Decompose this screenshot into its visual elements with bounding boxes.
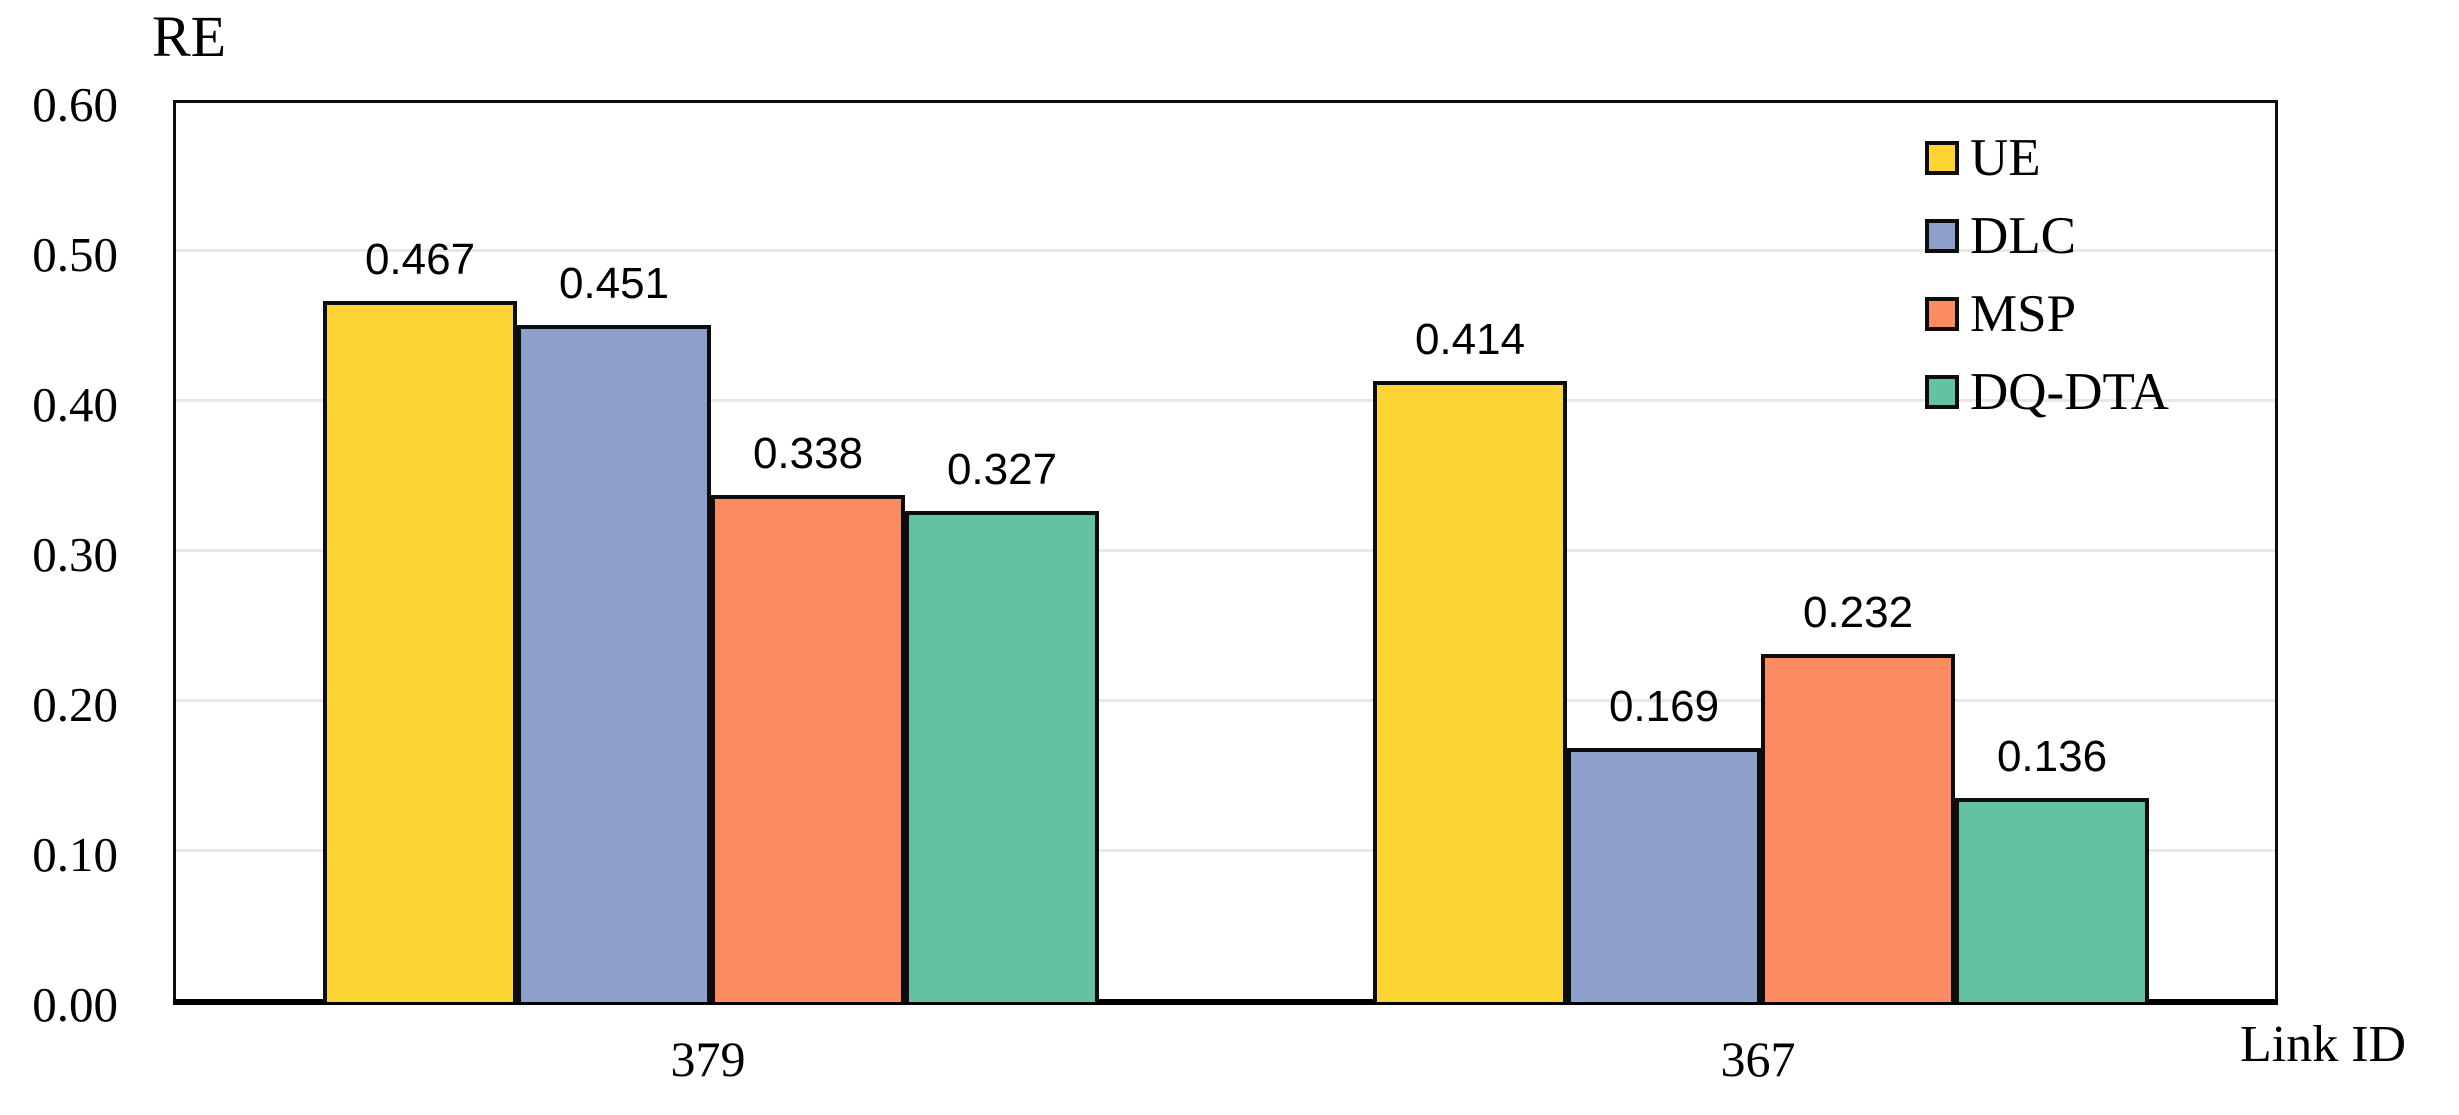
y-tick-label: 0.40	[32, 377, 118, 432]
bar-value-label: 0.136	[1996, 732, 2108, 781]
bar-dq-dta-379	[905, 511, 1099, 1002]
gridline	[176, 249, 2275, 252]
bar-value-label: 0.338	[752, 429, 864, 478]
legend-item-msp: MSP	[1925, 275, 2169, 353]
y-tick-label: 0.30	[32, 527, 118, 582]
legend-label: MSP	[1970, 285, 2077, 343]
legend-swatch-icon	[1925, 141, 1959, 175]
legend-swatch-icon	[1925, 219, 1959, 253]
bar-value-label: 0.467	[364, 235, 476, 284]
y-tick-label: 0.10	[32, 827, 118, 882]
bar-value-label: 0.414	[1414, 315, 1526, 364]
gridline	[176, 399, 2275, 402]
y-tick-label: 0.60	[32, 77, 118, 132]
x-axis-line	[173, 999, 2278, 1005]
y-tick-label: 0.20	[32, 677, 118, 732]
y-axis-tick-labels: 0.00 0.10 0.20 0.30 0.40 0.50 0.60	[0, 0, 118, 1115]
gridline	[176, 699, 2275, 702]
x-tick-label-379: 379	[670, 1031, 746, 1087]
bar-value-label: 0.232	[1802, 588, 1914, 637]
bar-value-label: 0.327	[946, 445, 1058, 494]
y-tick-label: 0.50	[32, 227, 118, 282]
bar-dlc-379	[517, 325, 711, 1002]
bar-msp-379	[711, 495, 905, 1002]
x-tick-label-367: 367	[1720, 1031, 1796, 1087]
y-axis-title: RE	[152, 4, 227, 69]
legend-label: DLC	[1970, 207, 2076, 265]
legend-label: UE	[1970, 129, 2041, 187]
legend-swatch-icon	[1925, 375, 1959, 409]
bar-msp-367	[1761, 654, 1955, 1002]
bar-dq-dta-367	[1955, 798, 2149, 1002]
x-axis-title: Link ID	[2240, 1016, 2407, 1073]
legend-item-dq-dta: DQ-DTA	[1925, 353, 2169, 431]
gridline	[176, 549, 2275, 552]
bar-value-label: 0.451	[558, 259, 670, 308]
bar-dlc-367	[1567, 748, 1761, 1002]
y-tick-label: 0.00	[32, 977, 118, 1032]
legend-label: DQ-DTA	[1970, 363, 2169, 421]
legend: UE DLC MSP DQ-DTA	[1925, 119, 2169, 431]
bar-ue-367	[1373, 381, 1567, 1002]
bar-value-label: 0.169	[1608, 682, 1720, 731]
bar-ue-379	[323, 301, 517, 1002]
legend-item-ue: UE	[1925, 119, 2169, 197]
gridline	[176, 849, 2275, 852]
legend-swatch-icon	[1925, 297, 1959, 331]
legend-item-dlc: DLC	[1925, 197, 2169, 275]
